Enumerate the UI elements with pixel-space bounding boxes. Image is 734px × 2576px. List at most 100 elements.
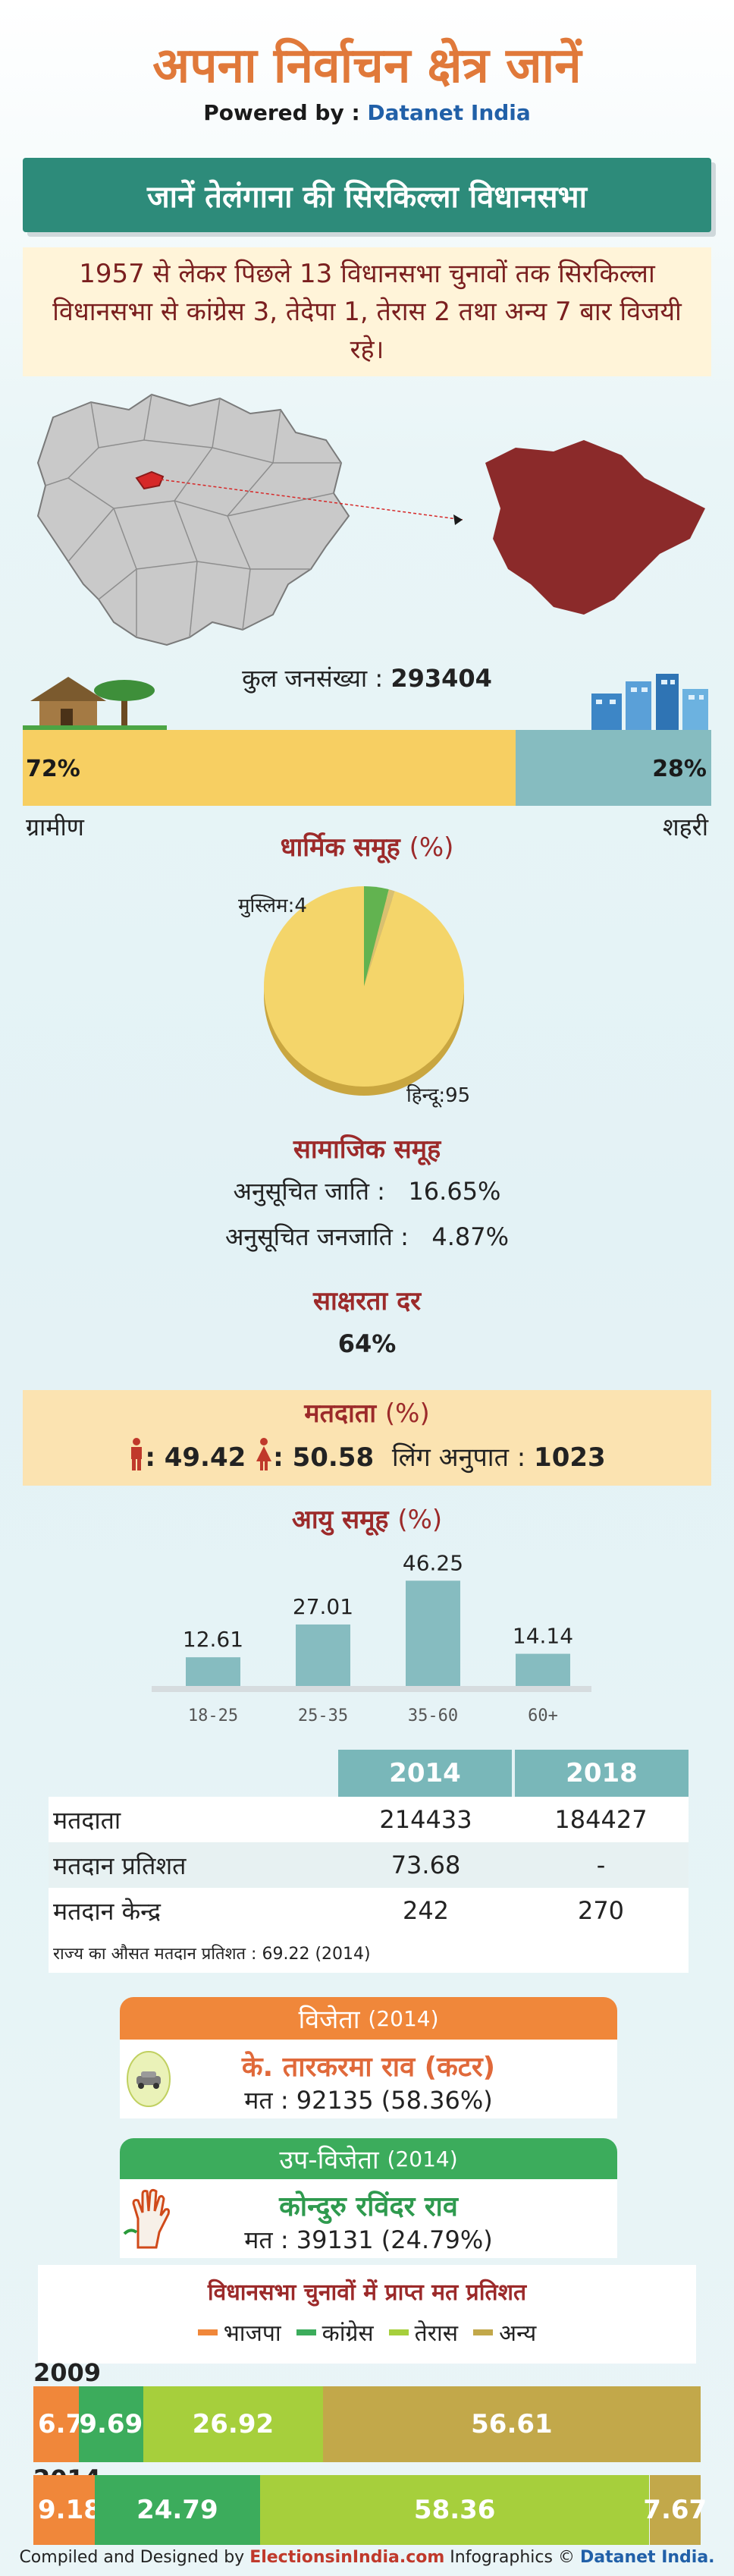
result-segment: 24.79	[94, 2475, 260, 2545]
legend-label: कांग्रेस	[322, 2320, 374, 2347]
table-row: मतदाता 214433 184427	[49, 1797, 689, 1842]
religion-pie-chart	[264, 886, 464, 1096]
age-category-label: 35-60	[408, 1706, 458, 1725]
result-segment: 58.36	[259, 2475, 650, 2545]
legend-item: भाजपा	[197, 2317, 281, 2348]
winner-card: के. तारकरमा राव (कटर) मत : 92135 (58.36%…	[120, 2040, 617, 2118]
legend-item: कांग्रेस	[296, 2317, 374, 2348]
age-bar-value: 27.01	[293, 1594, 353, 1619]
result-segment: 7.67	[643, 2475, 707, 2545]
male-icon	[131, 1438, 143, 1470]
legend-item: तेरास	[388, 2317, 459, 2348]
legend-label: अन्य	[499, 2320, 537, 2347]
female-icon	[256, 1438, 272, 1470]
female-pct: : 50.58	[273, 1442, 375, 1473]
telangana-map-icon	[36, 393, 463, 646]
age-bar	[186, 1657, 240, 1686]
result-segment: 56.61	[322, 2386, 701, 2462]
sc-value: 16.65%	[408, 1177, 501, 1206]
stats-table: 2014 2018 मतदाता 214433 184427 मतदान प्र…	[49, 1750, 689, 1973]
constituency-banner: जानें तेलंगाना की सिरकिल्ला विधानसभा	[23, 158, 711, 232]
datanet-footer-brand: Datanet India.	[579, 2548, 715, 2567]
rural-label: ग्रामीण	[26, 813, 84, 841]
social-title: सामाजिक समूह	[293, 1134, 441, 1165]
age-bar	[406, 1581, 460, 1686]
winner-header: विजेता (2014)	[120, 1997, 617, 2040]
runner-up-header: उप-विजेता (2014)	[120, 2138, 617, 2179]
constituency-map	[36, 393, 705, 646]
legend-swatch	[296, 2329, 316, 2335]
literacy-title: साक्षरता दर	[312, 1286, 422, 1316]
trs-car-icon	[127, 2051, 171, 2107]
age-bar	[296, 1624, 350, 1686]
powered-by: Powered by : Datanet India	[203, 100, 531, 125]
village-icon	[23, 677, 167, 731]
winner-name: के. तारकरमा राव (कटर)	[241, 2052, 496, 2083]
urban-bar: 28%	[516, 730, 711, 806]
sircilla-map-icon	[485, 440, 705, 615]
intro-text: 1957 से लेकर पिछले 13 विधानसभा चुनावों त…	[23, 247, 711, 376]
result-segment: 9.18	[33, 2475, 102, 2545]
rural-pct: 72%	[26, 756, 80, 782]
voters-row: : 49.42 : 50.58 लिंग अनुपात : 1023	[23, 1437, 711, 1474]
sc-row: अनुसूचित जाति : 16.65%	[233, 1177, 501, 1206]
results-legend: भाजपा कांग्रेस तेरास अन्य	[38, 2317, 696, 2348]
religion-title: धार्मिक समूह (%)	[280, 832, 454, 863]
age-bar-chart: 12.61 18-25 27.01 25-35 46.25 35-60 14.14 60+	[152, 1550, 591, 1725]
voters-title: मतदाता (%)	[304, 1398, 430, 1429]
age-category-label: 60+	[528, 1706, 558, 1725]
results-title: विधानसभा चुनावों में प्राप्त मत प्रतिशत	[207, 2279, 527, 2306]
pie-label-muslim: मुस्लिम:4	[238, 895, 307, 917]
runner-up-votes: मत : 39131 (24.79%)	[244, 2225, 493, 2254]
legend-label: भाजपा	[223, 2320, 281, 2347]
datanet-brand: Datanet India	[367, 100, 531, 125]
pie-slice-2	[364, 889, 395, 986]
electionsinindia-brand: ElectionsinIndia.com	[249, 2548, 445, 2567]
sex-ratio-value: 1023	[534, 1442, 606, 1473]
footer-credits: Compiled and Designed by ElectionsinIndi…	[19, 2548, 715, 2567]
results-box: विधानसभा चुनावों में प्राप्त मत प्रतिशत …	[38, 2265, 696, 2364]
result-segment: 9.69	[78, 2386, 143, 2462]
rural-bar: 72%	[23, 730, 516, 806]
runner-up-name: कोन्दुरु रविंदर राव	[279, 2191, 458, 2222]
legend-swatch	[473, 2329, 494, 2335]
city-icon	[591, 674, 708, 731]
result-segment: 26.92	[143, 2386, 323, 2462]
male-pct: : 49.42	[145, 1442, 246, 1473]
congress-hand-icon	[123, 2188, 170, 2249]
urban-label: शहरी	[662, 813, 708, 841]
pie-label-hindu: हिन्दू:95	[406, 1084, 471, 1107]
results-row-2009: 6.78 9.69 26.92 56.61	[33, 2386, 701, 2462]
table-row: मतदान प्रतिशत 73.68 -	[49, 1842, 689, 1888]
age-category-label: 25-35	[298, 1706, 348, 1725]
age-bar	[516, 1653, 570, 1686]
voters-box: मतदाता (%) : 49.42 : 50.58 लिंग अनुपात :…	[23, 1390, 711, 1486]
result-segment: 6.78	[33, 2386, 102, 2462]
population-value: 293404	[391, 664, 492, 693]
table-note-row: राज्य का औसत मतदान प्रतिशत : 69.22 (2014…	[49, 1933, 689, 1973]
year-label-2009: 2009	[33, 2358, 102, 2387]
age-category-label: 18-25	[188, 1706, 238, 1725]
legend-item: अन्य	[473, 2317, 536, 2348]
header-2018: 2018	[512, 1750, 689, 1797]
urban-pct: 28%	[652, 756, 707, 782]
legend-label: तेरास	[414, 2320, 459, 2347]
state-average-note: राज्य का औसत मतदान प्रतिशत : 69.22 (2014…	[49, 1933, 689, 1973]
st-row: अनुसूचित जनजाति : 4.87%	[224, 1222, 510, 1251]
legend-swatch	[388, 2329, 409, 2335]
runner-up-card: कोन्दुरु रविंदर राव मत : 39131 (24.79%)	[120, 2179, 617, 2258]
page-title: अपना निर्वाचन क्षेत्र जानें	[152, 38, 582, 94]
pie-slice-0	[264, 886, 464, 1087]
pie-slice-1	[364, 886, 389, 986]
literacy-value: 64%	[337, 1329, 397, 1358]
winner-votes: मत : 92135 (58.36%)	[244, 2086, 493, 2115]
age-title: आयु समूह (%)	[291, 1505, 443, 1535]
header-2014: 2014	[338, 1750, 513, 1797]
st-value: 4.87%	[431, 1222, 510, 1251]
table-row: मतदान केन्द्र 242 270	[49, 1888, 689, 1933]
age-bar-value: 46.25	[403, 1550, 463, 1575]
population-label: कुल जनसंख्या : 293404	[242, 664, 492, 693]
age-bar-value: 14.14	[513, 1624, 573, 1649]
results-row-2014: 9.18 24.79 58.36 7.67	[33, 2475, 707, 2545]
legend-swatch	[197, 2329, 218, 2335]
